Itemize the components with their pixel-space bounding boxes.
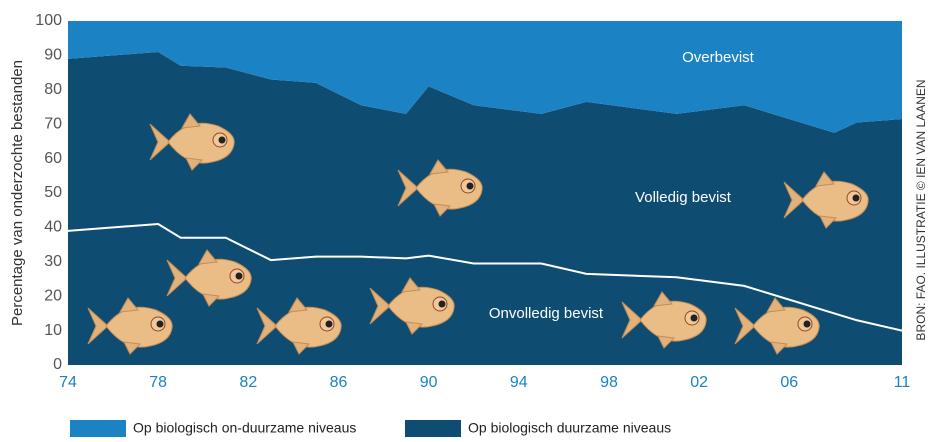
areas	[67, 21, 903, 366]
legend-label: Op biologisch duurzame niveaus	[468, 420, 671, 436]
y-tick-label: 80	[44, 81, 62, 98]
y-tick-label: 0	[53, 356, 62, 373]
y-tick-label: 50	[44, 184, 62, 201]
y-tick-label: 30	[44, 253, 62, 270]
area	[68, 21, 902, 133]
area	[68, 51, 902, 366]
y-tick-label: 70	[44, 115, 62, 132]
annotation: Volledig bevist	[635, 189, 732, 206]
annotation: Overbevist	[682, 49, 755, 66]
y-axis-label: Percentage van onderzochte bestanden	[9, 60, 26, 326]
y-tick-label: 90	[44, 47, 62, 64]
x-tick-label: 02	[690, 374, 708, 391]
x-tick-label: 90	[420, 374, 438, 391]
legend-swatch	[405, 420, 461, 437]
source: BRON: FAO. ILLUSTRATIE © IEN VAN LAANEN	[914, 79, 928, 340]
x-tick-label: 94	[510, 374, 528, 391]
y-tick-label: 20	[44, 287, 62, 304]
x-tick-label: 86	[330, 374, 348, 391]
legend-label: Op biologisch on-duurzame niveaus	[133, 420, 356, 436]
y-tick-label: 10	[44, 322, 62, 339]
annotation: Onvolledig bevist	[489, 305, 604, 322]
x-tick-label: 82	[239, 374, 257, 391]
y-tick-label: 100	[35, 12, 62, 29]
x-tick-label: 06	[780, 374, 798, 391]
y-tick-label: 40	[44, 219, 62, 236]
y-tick-label: 60	[44, 150, 62, 167]
legend-swatch	[70, 420, 126, 437]
x-tick-label: 11	[894, 374, 911, 391]
divider-line	[67, 222, 903, 332]
x-tick-label: 78	[149, 374, 167, 391]
x-tick-label: 98	[600, 374, 618, 391]
x-tick-label: 74	[59, 374, 77, 391]
